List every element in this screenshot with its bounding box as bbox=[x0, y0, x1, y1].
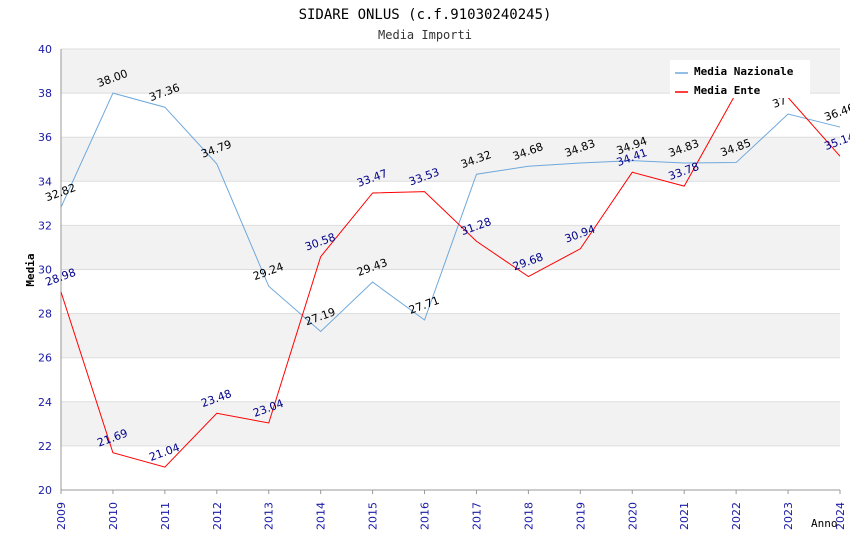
y-tick-label: 34 bbox=[38, 175, 52, 188]
x-tick-label: 2019 bbox=[574, 502, 587, 530]
y-tick-label: 22 bbox=[38, 440, 52, 453]
y-tick-label: 20 bbox=[38, 484, 52, 497]
series-line-media-ente bbox=[60, 92, 841, 468]
x-tick-label: 2020 bbox=[626, 502, 639, 530]
x-tick-label: 2022 bbox=[730, 502, 743, 530]
series-lines bbox=[60, 92, 841, 468]
y-tick-label: 32 bbox=[38, 219, 52, 232]
plot-band bbox=[61, 93, 840, 138]
data-label: 37 bbox=[771, 94, 789, 111]
plot-band bbox=[61, 137, 840, 182]
x-tick-label: 2024 bbox=[834, 502, 847, 530]
y-tick-label: 40 bbox=[38, 43, 52, 56]
y-tick-label: 38 bbox=[38, 87, 52, 100]
x-tick-label: 2015 bbox=[367, 502, 380, 530]
chart-title: SIDARE ONLUS (c.f.91030240245) bbox=[299, 7, 552, 23]
x-tick-label: 2018 bbox=[522, 502, 535, 530]
x-tick-label: 2021 bbox=[678, 502, 691, 530]
plot-band bbox=[61, 313, 840, 358]
plot-band bbox=[61, 357, 840, 402]
x-tick-label: 2023 bbox=[782, 502, 795, 530]
y-axis-title: Media bbox=[24, 253, 37, 286]
plot-band bbox=[61, 445, 840, 490]
legend-label-ente: Media Ente bbox=[694, 84, 761, 97]
x-tick-label: 2012 bbox=[211, 502, 224, 530]
x-tick-label: 2014 bbox=[315, 502, 328, 530]
legend: Media Nazionale Media Ente bbox=[670, 60, 810, 98]
x-tick-label: 2010 bbox=[107, 502, 120, 530]
series-line-media-nazionale bbox=[60, 92, 841, 333]
legend-label-nazionale: Media Nazionale bbox=[694, 65, 794, 78]
y-tick-label: 24 bbox=[38, 396, 52, 409]
legend-box bbox=[670, 60, 810, 98]
x-tick-label: 2017 bbox=[470, 502, 483, 530]
y-tick-label: 28 bbox=[38, 308, 52, 321]
y-tick-labels: 20 22 24 26 28 30 32 34 36 38 40 bbox=[38, 43, 52, 497]
x-tick-label: 2009 bbox=[55, 502, 68, 530]
plot-band bbox=[61, 181, 840, 226]
y-tick-label: 30 bbox=[38, 264, 52, 277]
x-tick-label: 2011 bbox=[159, 502, 172, 530]
x-axis-title: Anno bbox=[811, 517, 838, 530]
plot-band bbox=[61, 269, 840, 314]
chart-subtitle: Media Importi bbox=[378, 28, 472, 42]
x-tick-labels: 2009 2010 2011 2012 2013 2014 2015 2016 2017 2018… bbox=[55, 490, 847, 530]
y-tick-label: 36 bbox=[38, 131, 52, 144]
y-tick-label: 26 bbox=[38, 352, 52, 365]
x-tick-label: 2016 bbox=[419, 502, 432, 530]
plot-bands bbox=[61, 49, 840, 490]
plot-band bbox=[61, 401, 840, 446]
x-tick-label: 2013 bbox=[263, 502, 276, 530]
